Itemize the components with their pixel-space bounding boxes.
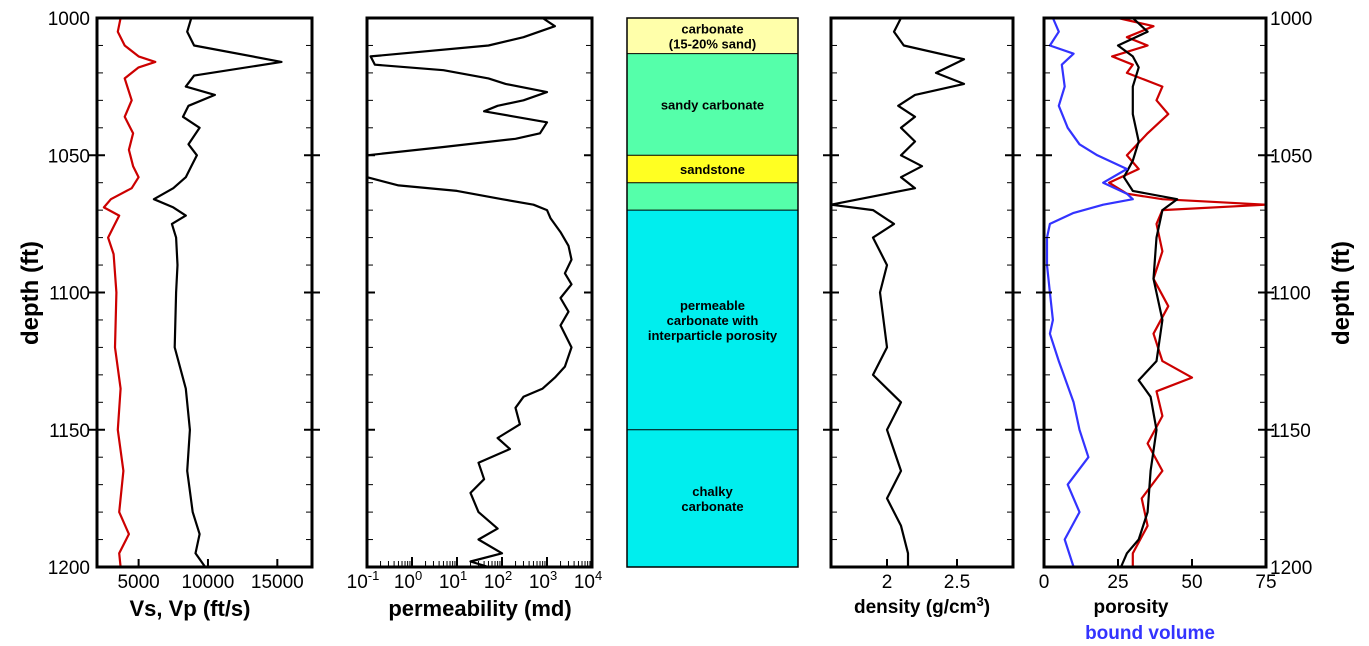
density-axis-title: density (g/cm3) [854,594,990,618]
left-depth-tick-label: 1050 [48,146,90,167]
bound-volume-curve [1045,17,1134,568]
porosity-x-tick-label: 25 [1107,572,1128,593]
lithology-panel-frame [626,17,799,568]
vs-curve [102,17,157,568]
permeability-x-tick-label: 101 [439,568,467,593]
right-depth-tick-label: 1100 [1270,284,1311,305]
density-x-tick-label: 2 [882,572,893,593]
lithology-unit [627,53,798,156]
permeability-x-tick-label: 102 [484,568,512,593]
porosity-black-curve [1116,17,1179,568]
lithology-unit [627,210,798,430]
permeability-x-tick-label: 104 [574,568,602,593]
lithology-label: carbonate with [667,313,759,328]
lithology-unit [627,429,798,567]
velocity-x-tick-label: 15000 [251,572,304,593]
permeability-curve [366,176,573,569]
velocity-axis-title: Vs, Vp (ft/s) [129,596,250,621]
lithology-unit [627,182,798,211]
density-x-tick-label: 2.5 [944,572,970,593]
velocity-x-tick-label: 10000 [182,572,235,593]
right-depth-axis-title: depth (ft) [1328,241,1355,345]
bound-volume-axis-title: bound volume [1085,623,1215,644]
left-depth-tick-label: 1000 [48,9,90,30]
lithology-label: sandy carbonate [661,97,764,112]
lithology-label: carbonate [681,499,743,514]
lithology-unit [627,155,798,183]
porosity-x-tick-label: 75 [1255,572,1276,593]
permeability-curve [366,17,556,157]
right-depth-tick-label: 1150 [1270,421,1311,442]
left-depth-axis-title: depth (ft) [17,241,44,345]
porosity-panel-frame [1042,16,1268,569]
porosity-x-tick-label: 50 [1181,572,1202,593]
density-curve [829,17,966,567]
vp-curve [152,17,283,568]
porosity-x-tick-label: 0 [1039,572,1050,593]
right-depth-tick-label: 1050 [1270,146,1312,167]
permeability-x-tick-label: 103 [529,568,557,593]
lithology-label: sandstone [680,162,745,177]
lithology-label: (15-20% sand) [669,36,756,51]
density-panel-frame [829,16,1015,569]
lithology-label: interparticle porosity [648,328,778,343]
lithology-label: chalky [692,484,733,499]
lithology-unit [627,18,798,54]
permeability-axis-title: permeability (md) [388,596,571,621]
porosity-axis-title: porosity [1094,597,1169,618]
lithology-label: permeable [680,298,745,313]
permeability-x-tick-label: 100 [394,568,422,593]
right-depth-tick-label: 1000 [1270,9,1312,30]
left-depth-tick-label: 1100 [49,284,90,305]
permeability-x-tick-label: 10-1 [347,568,380,593]
left-depth-tick-label: 1150 [49,421,90,442]
velocity-x-tick-label: 5000 [117,572,159,593]
right-depth-tick-label: 1200 [1270,558,1312,579]
left-depth-tick-label: 1200 [48,558,90,579]
lithology-label: carbonate [681,21,743,36]
